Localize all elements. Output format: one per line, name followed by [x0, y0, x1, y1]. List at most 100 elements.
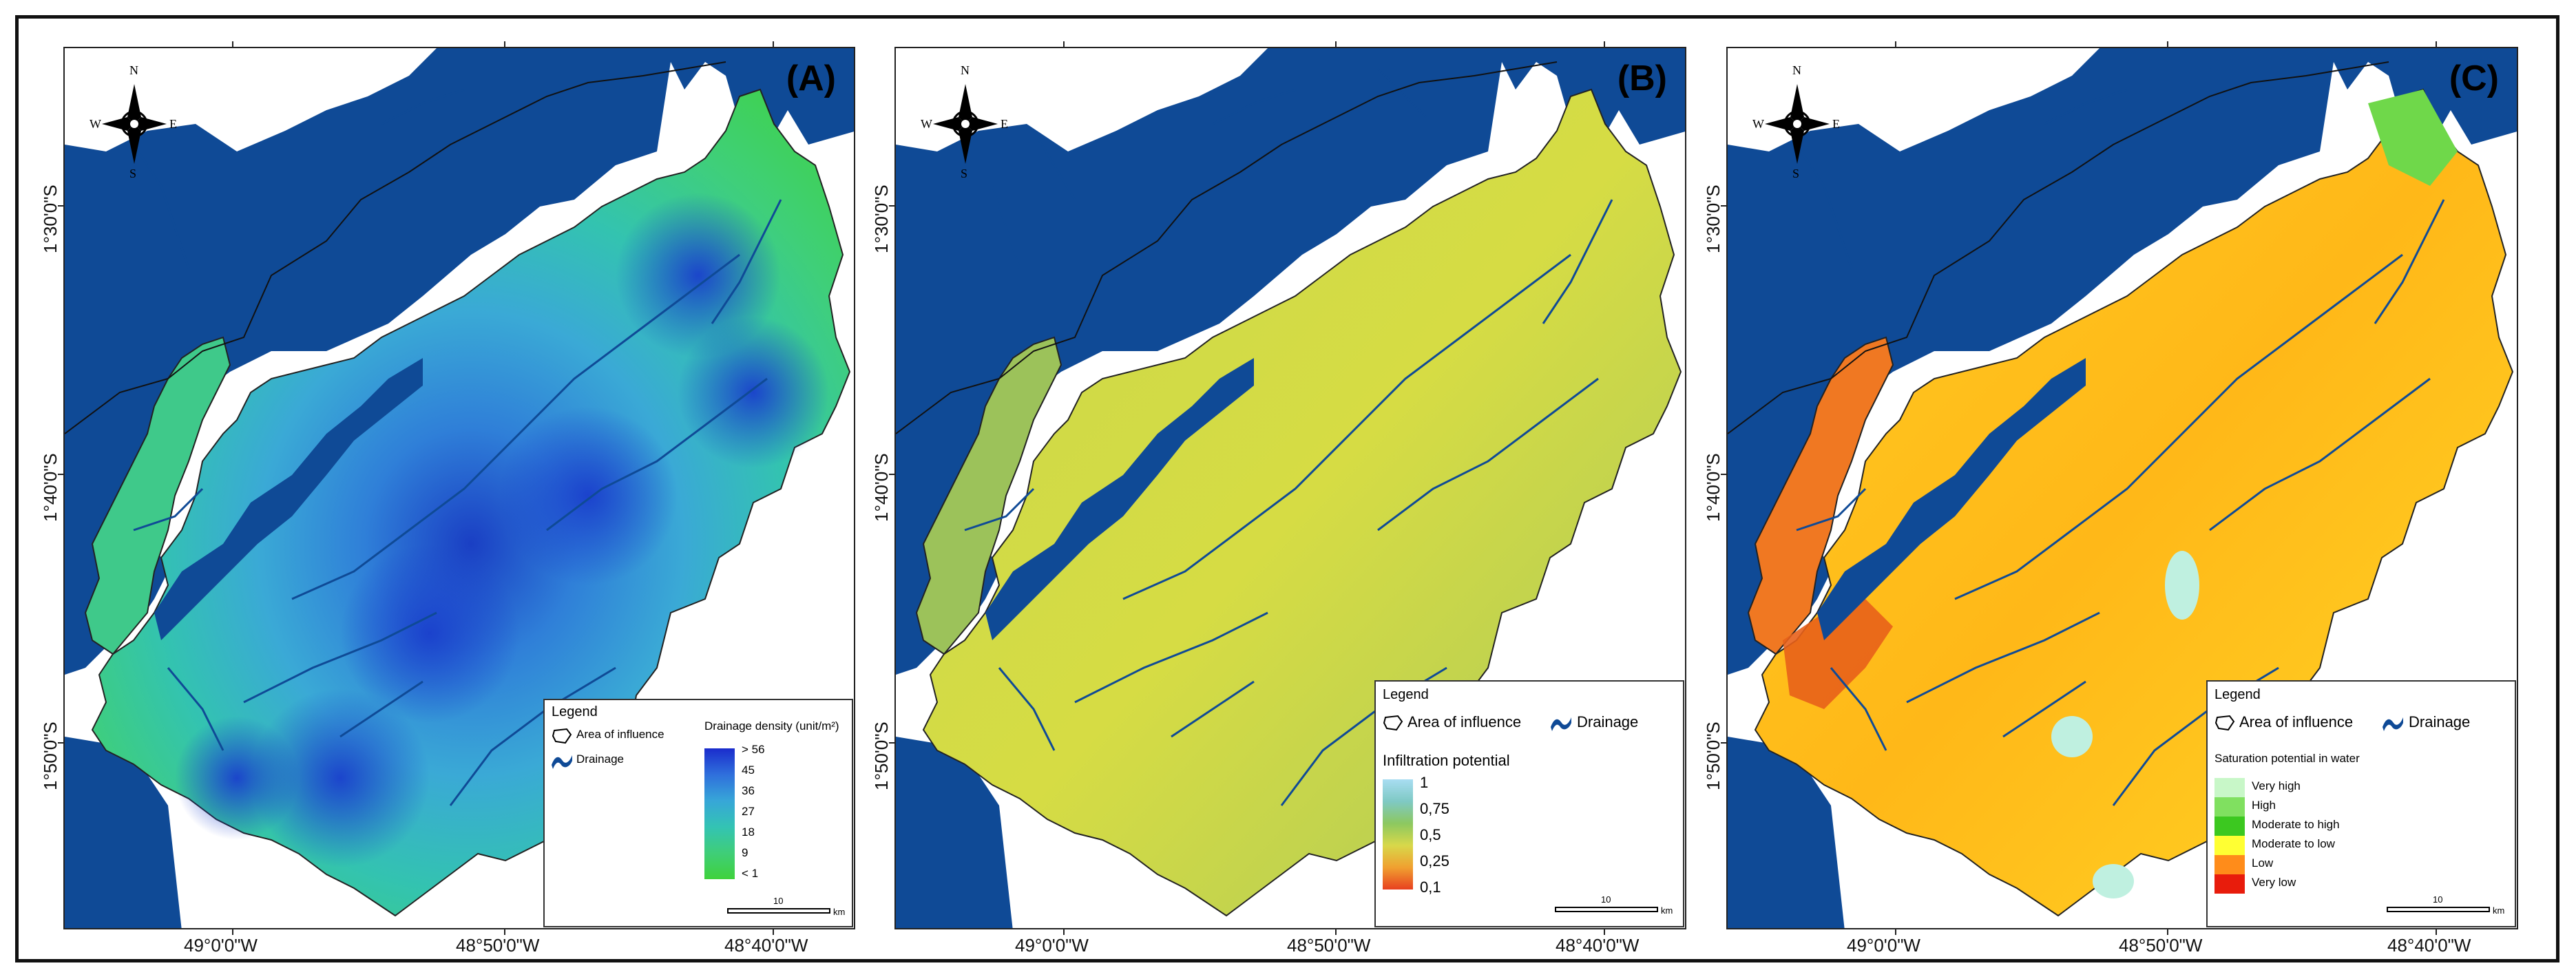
compass-s: S: [1792, 167, 1800, 180]
scale-label: Very high: [2252, 779, 2301, 792]
longitude-label: 48°50'0"W: [1287, 935, 1371, 956]
compass-e: E: [1832, 117, 1840, 131]
map-canvas: [65, 48, 854, 928]
legend-scale-title: Saturation potential in water: [2214, 752, 2360, 765]
drainage-line: [2208, 67, 2259, 118]
compass-e: E: [1001, 117, 1008, 131]
scale-label: 0,25: [1420, 852, 1449, 870]
latitude-tick: [889, 474, 894, 475]
latitude-label: 1°30'0"S: [1703, 185, 1724, 253]
legend-item-drainage: Drainage: [576, 752, 624, 766]
density-colorbar: [704, 748, 735, 879]
scale-label: 27: [742, 805, 755, 818]
north-arrow-icon: N S W E: [90, 63, 179, 180]
drainage-line: [1212, 88, 1296, 125]
drainage-line: [1830, 667, 1887, 751]
latitude-tick: [58, 474, 63, 475]
saturation-swatch: [2214, 874, 2245, 894]
longitude-tick: [2167, 41, 2168, 47]
drainage-line: [1796, 487, 1867, 531]
longitude-tick: [1063, 929, 1065, 935]
latitude-tick: [58, 742, 63, 744]
longitude-tick: [232, 929, 233, 935]
longitude-tick: [2167, 929, 2168, 935]
drainage-line: [711, 199, 782, 324]
water-body: [65, 48, 854, 675]
north-arrow-icon: N S W E: [921, 63, 1010, 180]
drainage-line: [1032, 130, 1076, 200]
scale-label: 45: [742, 764, 755, 777]
latitude-label: 1°40'0"S: [1703, 453, 1724, 522]
drainage-line: [291, 253, 740, 600]
drainage-line: [964, 487, 1035, 531]
legend-item-drainage: Drainage: [2409, 713, 2471, 730]
longitude-label: 48°40'0"W: [1556, 935, 1640, 956]
latitude-label: 1°40'0"S: [871, 453, 892, 522]
longitude-tick: [773, 929, 774, 935]
scale-bar: [2387, 907, 2490, 912]
scale-label: < 1: [742, 867, 759, 880]
map-legend: Legend Area of influence Drainage Drainage …: [543, 699, 853, 927]
drainage-symbol-icon: [2381, 715, 2405, 735]
longitude-label: 48°50'0"W: [456, 935, 540, 956]
scale-bar: [1555, 907, 1658, 912]
scale-unit: km: [833, 907, 846, 917]
legend-item-drainage: Drainage: [1577, 713, 1639, 730]
scale-label: 0,1: [1420, 878, 1441, 896]
drainage-line: [1906, 611, 2100, 704]
latitude-tick: [58, 205, 63, 207]
area-symbol-icon: [552, 728, 572, 748]
compass-n: N: [1792, 63, 1801, 77]
map-panel: (B) N S W E Legend Area of influence Drainage In…: [894, 47, 1686, 929]
area-symbol-icon: [2214, 715, 2235, 735]
scale-bar: [727, 908, 830, 914]
scale-value: 10: [2433, 894, 2443, 905]
drainage-line: [132, 144, 190, 269]
drainage-line: [1122, 253, 1571, 600]
legend-scale-title: Infiltration potential: [1383, 752, 1510, 769]
latitude-label: 1°40'0"S: [40, 453, 61, 522]
panel-label: (B): [1617, 59, 1667, 98]
latitude-label: 1°30'0"S: [40, 185, 61, 253]
latitude-label: 1°50'0"S: [40, 722, 61, 790]
drainage-line: [1954, 253, 2403, 600]
drainage-line: [1542, 199, 1613, 324]
scale-label: 0,75: [1420, 800, 1449, 817]
legend-title: Legend: [552, 704, 598, 719]
scale-label: High: [2252, 799, 2276, 812]
drainage-line: [1171, 680, 1255, 738]
latitude-tick: [1721, 205, 1726, 207]
drainage-line: [1795, 144, 1853, 269]
latitude-tick: [1721, 742, 1726, 744]
drainage-line: [1377, 377, 1599, 531]
panel-label: (A): [786, 59, 836, 98]
drainage-line: [449, 666, 616, 806]
scale-unit: km: [2493, 905, 2505, 916]
scale-label: 36: [742, 784, 755, 797]
longitude-tick: [2436, 41, 2437, 47]
scale-label: Moderate to high: [2252, 818, 2340, 831]
longitude-label: 48°40'0"W: [2387, 935, 2471, 956]
legend-scale-title: Drainage density (unit/m²): [704, 719, 839, 733]
longitude-tick: [1335, 41, 1337, 47]
drainage-line: [2002, 680, 2086, 738]
drainage-line: [339, 680, 423, 738]
legend-title: Legend: [1383, 687, 1429, 702]
panel-label: (C): [2449, 59, 2499, 98]
longitude-label: 48°40'0"W: [724, 935, 808, 956]
water-body: [896, 48, 1685, 675]
latitude-tick: [889, 205, 894, 207]
drainage-line: [167, 667, 224, 751]
latitude-label: 1°50'0"S: [1703, 722, 1724, 790]
saturation-swatch: [2214, 778, 2245, 797]
legend-item-area: Area of influence: [1407, 713, 1522, 730]
longitude-tick: [773, 41, 774, 47]
longitude-tick: [1063, 41, 1065, 47]
longitude-tick: [232, 41, 233, 47]
scale-label: Very low: [2252, 876, 2296, 889]
drainage-line: [1864, 130, 1908, 200]
drainage-symbol-icon: [550, 752, 574, 772]
saturation-swatch: [2214, 855, 2245, 874]
drainage-line: [546, 377, 768, 531]
drainage-line: [201, 130, 245, 200]
